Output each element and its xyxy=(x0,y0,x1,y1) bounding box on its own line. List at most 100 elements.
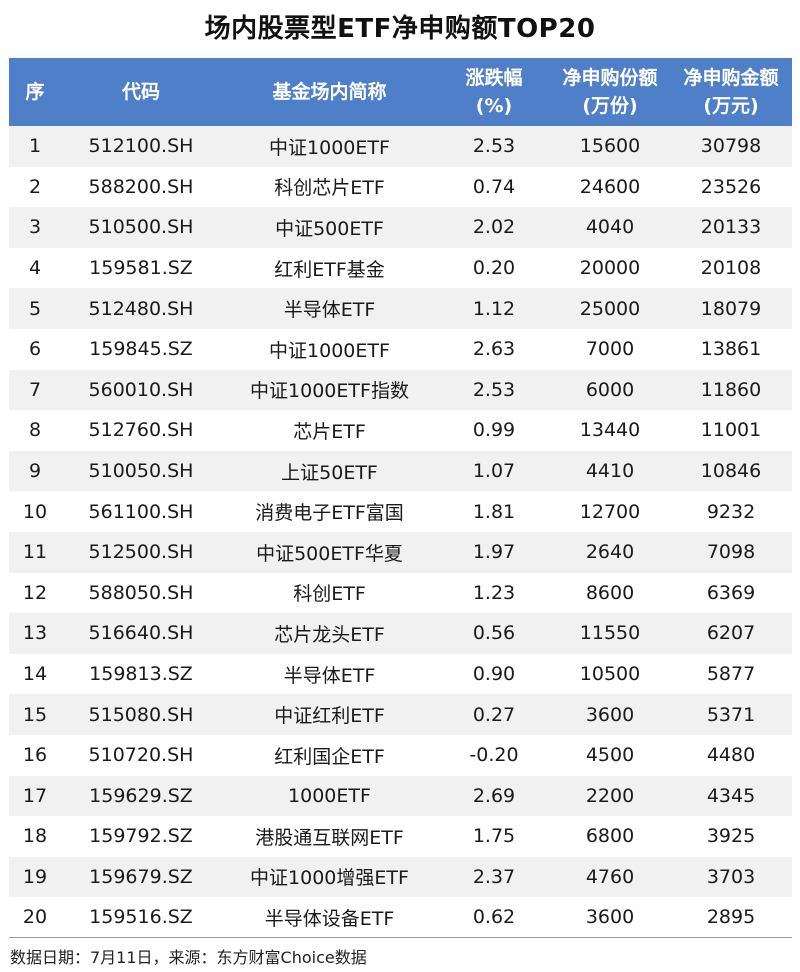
cell-shares: 25000 xyxy=(550,288,670,329)
cell-shares: 8600 xyxy=(550,572,670,614)
table-row: 11 512500.SH 中证500ETF华夏 1.97 2640 7098 xyxy=(9,531,792,573)
cell-shares: 11550 xyxy=(550,613,670,654)
etf-table: 序 代码 基金场内简称 涨跌幅 (%) 净申购份额 (万份) 净申购金额 (万元… xyxy=(9,58,792,939)
cell-amount: 2895 xyxy=(670,897,792,939)
table-row: 14 159813.SZ 半导体ETF 0.90 10500 5877 xyxy=(9,653,792,695)
cell-shares: 2200 xyxy=(550,775,670,817)
cell-amount: 30798 xyxy=(670,126,792,167)
cell-amount: 4480 xyxy=(670,734,792,776)
cell-amount: 3703 xyxy=(670,856,792,898)
cell-change: 2.02 xyxy=(438,207,550,248)
cell-seq: 3 xyxy=(9,207,61,248)
cell-amount: 13861 xyxy=(670,328,792,370)
cell-shares: 10500 xyxy=(550,653,670,695)
source-footnote: 数据日期：7月11日，来源：东方财富Choice数据 xyxy=(10,948,367,967)
cell-name: 科创ETF xyxy=(221,572,438,614)
cell-change: 2.37 xyxy=(438,856,550,898)
cell-shares: 4040 xyxy=(550,207,670,248)
table-row: 19 159679.SZ 中证1000增强ETF 2.37 4760 3703 xyxy=(9,856,792,898)
cell-code: 512100.SH xyxy=(61,126,221,167)
cell-change: -0.20 xyxy=(438,734,550,776)
cell-change: 0.62 xyxy=(438,897,550,939)
table-row: 10 561100.SH 消费电子ETF富国 1.81 12700 9232 xyxy=(9,491,792,532)
table-row: 15 515080.SH 中证红利ETF 0.27 3600 5371 xyxy=(9,694,792,735)
cell-shares: 12700 xyxy=(550,491,670,532)
cell-shares: 20000 xyxy=(550,247,670,289)
header-shares: 净申购份额 (万份) xyxy=(550,58,670,126)
cell-seq: 9 xyxy=(9,450,61,492)
cell-seq: 2 xyxy=(9,166,61,208)
header-name-label: 基金场内简称 xyxy=(272,81,387,103)
cell-code: 510500.SH xyxy=(61,207,221,248)
cell-code: 159813.SZ xyxy=(61,653,221,695)
cell-name: 消费电子ETF富国 xyxy=(221,491,438,532)
cell-name: 芯片ETF xyxy=(221,410,438,451)
cell-name: 1000ETF xyxy=(221,775,438,817)
cell-seq: 19 xyxy=(9,856,61,898)
cell-amount: 11001 xyxy=(670,410,792,451)
cell-seq: 1 xyxy=(9,126,61,167)
cell-change: 2.69 xyxy=(438,775,550,817)
cell-name: 中证500ETF xyxy=(221,207,438,248)
cell-change: 1.75 xyxy=(438,816,550,857)
header-name: 基金场内简称 xyxy=(221,58,438,126)
header-change-unit: (%) xyxy=(475,95,513,117)
cell-name: 中证500ETF华夏 xyxy=(221,531,438,573)
cell-seq: 17 xyxy=(9,775,61,817)
cell-name: 中证1000ETF指数 xyxy=(221,369,438,411)
header-amount-label: 净申购金额 xyxy=(683,67,779,89)
header-code-label: 代码 xyxy=(121,81,160,103)
cell-name: 中证红利ETF xyxy=(221,694,438,735)
cell-change: 1.81 xyxy=(438,491,550,532)
table-row: 16 510720.SH 红利国企ETF -0.20 4500 4480 xyxy=(9,734,792,776)
cell-shares: 7000 xyxy=(550,328,670,370)
cell-seq: 18 xyxy=(9,816,61,857)
cell-shares: 3600 xyxy=(550,897,670,939)
cell-amount: 3925 xyxy=(670,816,792,857)
table-row: 3 510500.SH 中证500ETF 2.02 4040 20133 xyxy=(9,207,792,248)
cell-change: 2.63 xyxy=(438,328,550,370)
cell-seq: 7 xyxy=(9,369,61,411)
cell-seq: 14 xyxy=(9,653,61,695)
table-row: 1 512100.SH 中证1000ETF 2.53 15600 30798 xyxy=(9,126,792,167)
cell-change: 1.12 xyxy=(438,288,550,329)
cell-seq: 4 xyxy=(9,247,61,289)
cell-change: 1.07 xyxy=(438,450,550,492)
cell-amount: 18079 xyxy=(670,288,792,329)
cell-code: 560010.SH xyxy=(61,369,221,411)
cell-amount: 20133 xyxy=(670,207,792,248)
cell-amount: 10846 xyxy=(670,450,792,492)
header-row: 序 代码 基金场内简称 涨跌幅 (%) 净申购份额 (万份) 净申购金额 (万元… xyxy=(9,58,792,126)
cell-amount: 7098 xyxy=(670,531,792,573)
cell-code: 561100.SH xyxy=(61,491,221,532)
cell-seq: 15 xyxy=(9,694,61,735)
table-header: 序 代码 基金场内简称 涨跌幅 (%) 净申购份额 (万份) 净申购金额 (万元… xyxy=(9,58,792,126)
cell-name: 红利ETF基金 xyxy=(221,247,438,289)
cell-name: 中证1000ETF xyxy=(221,328,438,370)
cell-change: 1.23 xyxy=(438,572,550,614)
cell-seq: 6 xyxy=(9,328,61,370)
cell-code: 510720.SH xyxy=(61,734,221,776)
header-shares-label: 净申购份额 xyxy=(562,67,658,89)
cell-change: 0.99 xyxy=(438,410,550,451)
table-row: 8 512760.SH 芯片ETF 0.99 13440 11001 xyxy=(9,410,792,451)
cell-code: 510050.SH xyxy=(61,450,221,492)
cell-change: 0.74 xyxy=(438,166,550,208)
header-amount: 净申购金额 (万元) xyxy=(670,58,792,126)
table-row: 20 159516.SZ 半导体设备ETF 0.62 3600 2895 xyxy=(9,897,792,939)
header-seq-label: 序 xyxy=(25,81,45,103)
cell-code: 512760.SH xyxy=(61,410,221,451)
cell-name: 上证50ETF xyxy=(221,450,438,492)
table-row: 17 159629.SZ 1000ETF 2.69 2200 4345 xyxy=(9,775,792,817)
cell-name: 半导体ETF xyxy=(221,653,438,695)
cell-code: 588200.SH xyxy=(61,166,221,208)
cell-change: 2.53 xyxy=(438,126,550,167)
cell-name: 港股通互联网ETF xyxy=(221,816,438,857)
cell-amount: 6369 xyxy=(670,572,792,614)
cell-code: 159792.SZ xyxy=(61,816,221,857)
cell-shares: 15600 xyxy=(550,126,670,167)
table-row: 6 159845.SZ 中证1000ETF 2.63 7000 13861 xyxy=(9,328,792,370)
cell-seq: 10 xyxy=(9,491,61,532)
header-change-label: 涨跌幅 xyxy=(465,67,523,89)
cell-name: 红利国企ETF xyxy=(221,734,438,776)
